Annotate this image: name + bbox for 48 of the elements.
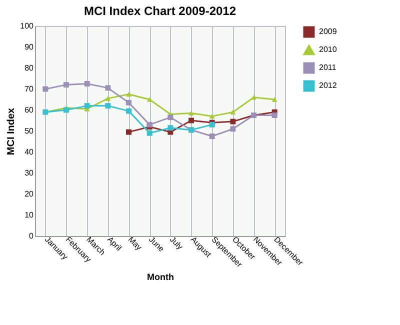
point bbox=[188, 110, 194, 116]
point bbox=[42, 86, 48, 92]
y-tick-label: 0 bbox=[29, 232, 34, 240]
x-axis-title: Month bbox=[147, 272, 174, 282]
legend-label: 2011 bbox=[319, 63, 337, 72]
y-tick-label: 40 bbox=[24, 148, 34, 156]
point bbox=[251, 95, 256, 100]
point bbox=[146, 122, 152, 128]
point bbox=[146, 97, 152, 102]
point bbox=[64, 82, 69, 88]
point bbox=[230, 126, 236, 132]
point bbox=[209, 114, 215, 119]
y-tick-label: 30 bbox=[24, 168, 34, 178]
point bbox=[105, 85, 111, 91]
x-tick-label: July bbox=[168, 234, 185, 252]
y-tick-label: 90 bbox=[24, 42, 34, 52]
point bbox=[146, 130, 152, 136]
point bbox=[84, 103, 90, 109]
point bbox=[126, 92, 132, 97]
y-axis-title: MCI Index bbox=[6, 107, 18, 156]
point bbox=[64, 107, 69, 113]
point bbox=[272, 112, 278, 118]
y-tick-label: 60 bbox=[24, 106, 34, 114]
point bbox=[209, 134, 215, 139]
point bbox=[84, 81, 90, 86]
point bbox=[168, 125, 174, 131]
point bbox=[230, 118, 236, 124]
legend-label: 2009 bbox=[319, 27, 338, 36]
y-tick-label: 20 bbox=[24, 190, 34, 198]
y-tick-label: 10 bbox=[24, 210, 34, 220]
x-tick-label: April bbox=[106, 234, 124, 253]
y-tick-label: 50 bbox=[24, 126, 34, 136]
chart-title: MCI Index Chart 2009-2012 bbox=[84, 4, 236, 18]
y-tick-label: 100 bbox=[20, 22, 34, 30]
point bbox=[168, 114, 174, 120]
point bbox=[126, 100, 132, 106]
point bbox=[230, 110, 236, 114]
legend-label: 2010 bbox=[319, 45, 338, 54]
y-tick-label: 70 bbox=[24, 84, 34, 94]
legend-label: 2012 bbox=[319, 81, 338, 90]
point bbox=[105, 96, 111, 101]
y-tick-label: 80 bbox=[24, 64, 34, 72]
point bbox=[105, 103, 111, 109]
x-tick-label: May bbox=[126, 234, 144, 252]
point bbox=[272, 97, 278, 102]
point bbox=[126, 129, 132, 135]
point bbox=[126, 108, 132, 114]
point bbox=[188, 118, 194, 124]
